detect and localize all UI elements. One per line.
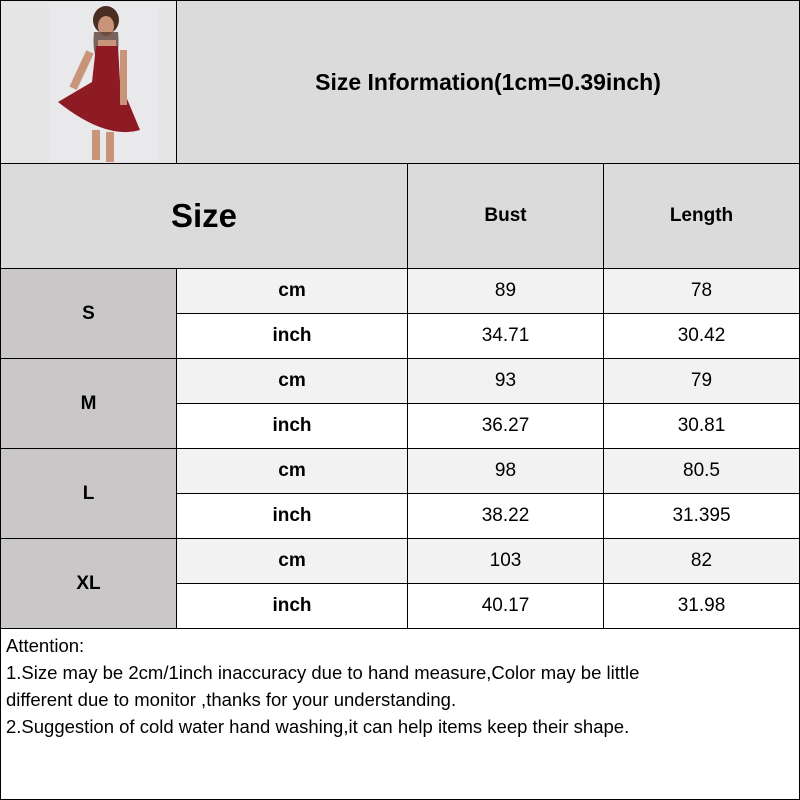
unit-label: cm [176,448,408,494]
bust-value: 89 [407,268,604,314]
bust-value: 34.71 [407,313,604,359]
length-value: 79 [603,358,800,404]
length-header: Length [603,163,800,269]
length-value: 78 [603,268,800,314]
attention-line: different due to monitor ,thanks for you… [6,689,457,710]
length-value: 82 [603,538,800,584]
unit-label: cm [176,268,408,314]
unit-label: cm [176,538,408,584]
attention-line: 2.Suggestion of cold water hand washing,… [6,716,630,737]
length-value: 31.98 [603,583,800,629]
size-label: S [0,268,177,359]
bust-value: 38.22 [407,493,604,539]
unit-label: inch [176,313,408,359]
length-value: 80.5 [603,448,800,494]
size-label: M [0,358,177,449]
length-value: 31.395 [603,493,800,539]
attention-note: Attention: 1.Size may be 2cm/1inch inacc… [0,628,800,800]
size-label: XL [0,538,177,629]
model-red-mini-dress-photo-icon [48,2,159,162]
unit-label: inch [176,583,408,629]
unit-label: inch [176,493,408,539]
length-value: 30.42 [603,313,800,359]
bust-value: 40.17 [407,583,604,629]
bust-header: Bust [407,163,604,269]
unit-label: cm [176,358,408,404]
unit-label: inch [176,403,408,449]
attention-line: Attention: [6,635,85,656]
bust-value: 103 [407,538,604,584]
bust-value: 93 [407,358,604,404]
bust-value: 98 [407,448,604,494]
size-label: L [0,448,177,539]
product-photo [0,0,177,164]
length-value: 30.81 [603,403,800,449]
attention-line: 1.Size may be 2cm/1inch inaccuracy due t… [6,662,640,683]
size-header: Size [0,163,408,269]
page-title: Size Information(1cm=0.39inch) [176,0,800,164]
bust-value: 36.27 [407,403,604,449]
